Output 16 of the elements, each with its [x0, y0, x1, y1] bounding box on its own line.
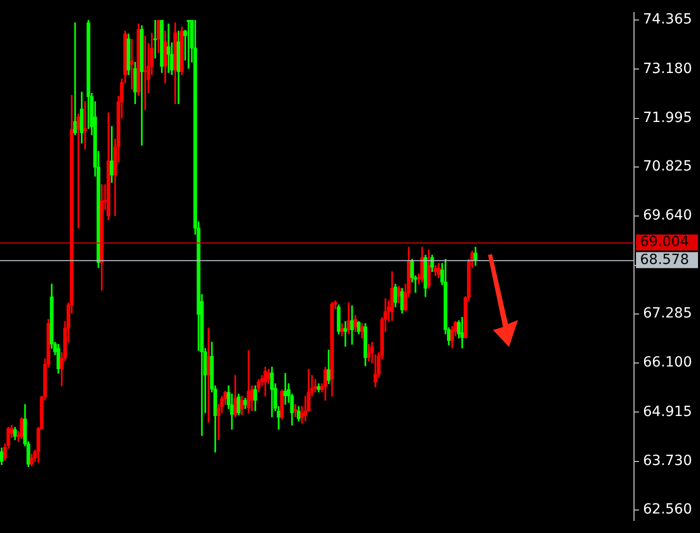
y-tick-label: 71.995: [643, 110, 692, 126]
ref-line-label: 69.004: [640, 234, 690, 250]
candlestick: [166, 24, 170, 73]
y-tick-label: 64.915: [643, 404, 692, 420]
candlestick: [186, 20, 190, 69]
y-tick-label: 67.285: [643, 305, 692, 322]
y-tick-label: 66.100: [643, 354, 692, 371]
y-tick-label: 74.365: [643, 12, 692, 28]
candlestick: [350, 305, 354, 345]
y-tick-label: 69.640: [643, 208, 692, 224]
y-tick-label: 63.730: [643, 452, 692, 469]
y-tick-label: 62.560: [643, 501, 692, 518]
candlestick: [206, 328, 210, 423]
y-tick-label: 70.825: [643, 158, 692, 175]
ref-line-label: 68.578: [640, 252, 690, 268]
y-tick-label: 73.180: [643, 60, 692, 77]
